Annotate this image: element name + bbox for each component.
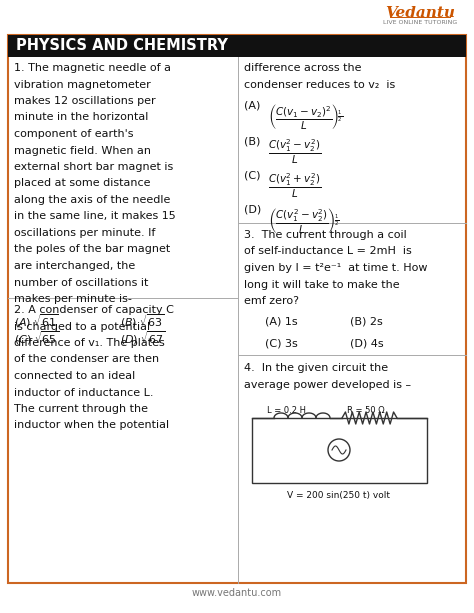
Text: $\dfrac{C(v_1^2+v_2^2)}{L}$: $\dfrac{C(v_1^2+v_2^2)}{L}$ [268,172,321,200]
Text: makes 12 oscillations per: makes 12 oscillations per [14,96,155,106]
Text: emf zero?: emf zero? [244,296,299,306]
Text: (C) 3s: (C) 3s [265,339,298,349]
Text: magnetic field. When an: magnetic field. When an [14,145,151,156]
Text: inductor of inductance L.: inductor of inductance L. [14,387,154,397]
Text: is charged to a potential: is charged to a potential [14,321,150,332]
Text: 2. A condenser of capacity C: 2. A condenser of capacity C [14,305,174,315]
Bar [252,418,427,483]
Text: difference across the: difference across the [244,63,362,73]
Text: $\left(\dfrac{C(v_1-v_2)^2}{L}\right)^{\!\frac{1}{2}}$: $\left(\dfrac{C(v_1-v_2)^2}{L}\right)^{\… [268,102,343,131]
Text: of the condenser are then: of the condenser are then [14,354,159,365]
Text: (D): (D) [244,204,261,214]
Text: L = 0.2 H: L = 0.2 H [267,406,306,415]
Text: (A): (A) [244,100,260,110]
Text: www.vedantu.com: www.vedantu.com [192,588,282,598]
Text: along the axis of the needle: along the axis of the needle [14,195,170,205]
Text: 3.  The current through a coil: 3. The current through a coil [244,230,407,240]
Bar [8,35,466,583]
Text: makes per minute is-: makes per minute is- [14,294,132,304]
Text: component of earth's: component of earth's [14,129,134,139]
Text: $(A)\ \sqrt{61}$: $(A)\ \sqrt{61}$ [14,313,59,330]
Text: The current through the: The current through the [14,404,148,414]
Text: $(B)\ \sqrt{63}$: $(B)\ \sqrt{63}$ [120,313,165,330]
Text: the poles of the bar magnet: the poles of the bar magnet [14,245,170,254]
Text: $\left(\dfrac{C(v_1^2-v_2^2)}{L}\right)^{\!\frac{1}{2}}$: $\left(\dfrac{C(v_1^2-v_2^2)}{L}\right)^… [268,206,340,235]
Text: Vedantu: Vedantu [385,6,455,20]
Text: placed at some distance: placed at some distance [14,178,151,189]
Text: (B): (B) [244,136,260,146]
Text: condenser reduces to v₂  is: condenser reduces to v₂ is [244,80,395,89]
Text: oscillations per minute. If: oscillations per minute. If [14,228,155,238]
Text: of self-inductance L = 2mH  is: of self-inductance L = 2mH is [244,246,412,256]
Text: (D) 4s: (D) 4s [350,339,383,349]
Text: 1. The magnetic needle of a: 1. The magnetic needle of a [14,63,171,73]
Text: are interchanged, the: are interchanged, the [14,261,135,271]
Text: vibration magnetometer: vibration magnetometer [14,80,151,89]
Text: average power developed is –: average power developed is – [244,379,411,389]
Text: in the same line, it makes 15: in the same line, it makes 15 [14,211,176,221]
Text: PHYSICS AND CHEMISTRY: PHYSICS AND CHEMISTRY [16,39,228,53]
Text: (A) 1s: (A) 1s [265,316,298,327]
Text: (B) 2s: (B) 2s [350,316,383,327]
Text: inductor when the potential: inductor when the potential [14,421,169,430]
Text: 4.  In the given circuit the: 4. In the given circuit the [244,363,388,373]
Bar [8,35,466,57]
Text: V = 200 sin(250 t) volt: V = 200 sin(250 t) volt [288,491,391,500]
Text: LIVE ONLINE TUTORING: LIVE ONLINE TUTORING [383,20,457,26]
Text: R = 50 Ω: R = 50 Ω [347,406,384,415]
Text: (C): (C) [244,170,261,180]
Text: connected to an ideal: connected to an ideal [14,371,135,381]
Text: number of oscillations it: number of oscillations it [14,278,148,287]
Text: $(D)\ \sqrt{67}$: $(D)\ \sqrt{67}$ [120,329,166,347]
Text: long it will take to make the: long it will take to make the [244,280,400,289]
Text: external short bar magnet is: external short bar magnet is [14,162,173,172]
Text: $(C)\ \sqrt{65}$: $(C)\ \sqrt{65}$ [14,329,59,347]
Text: given by I = t²e⁻¹  at time t. How: given by I = t²e⁻¹ at time t. How [244,263,428,273]
Text: $\dfrac{C(v_1^2-v_2^2)}{L}$: $\dfrac{C(v_1^2-v_2^2)}{L}$ [268,138,321,166]
Text: difference of v₁. The plates: difference of v₁. The plates [14,338,165,348]
Text: minute in the horizontal: minute in the horizontal [14,113,148,123]
